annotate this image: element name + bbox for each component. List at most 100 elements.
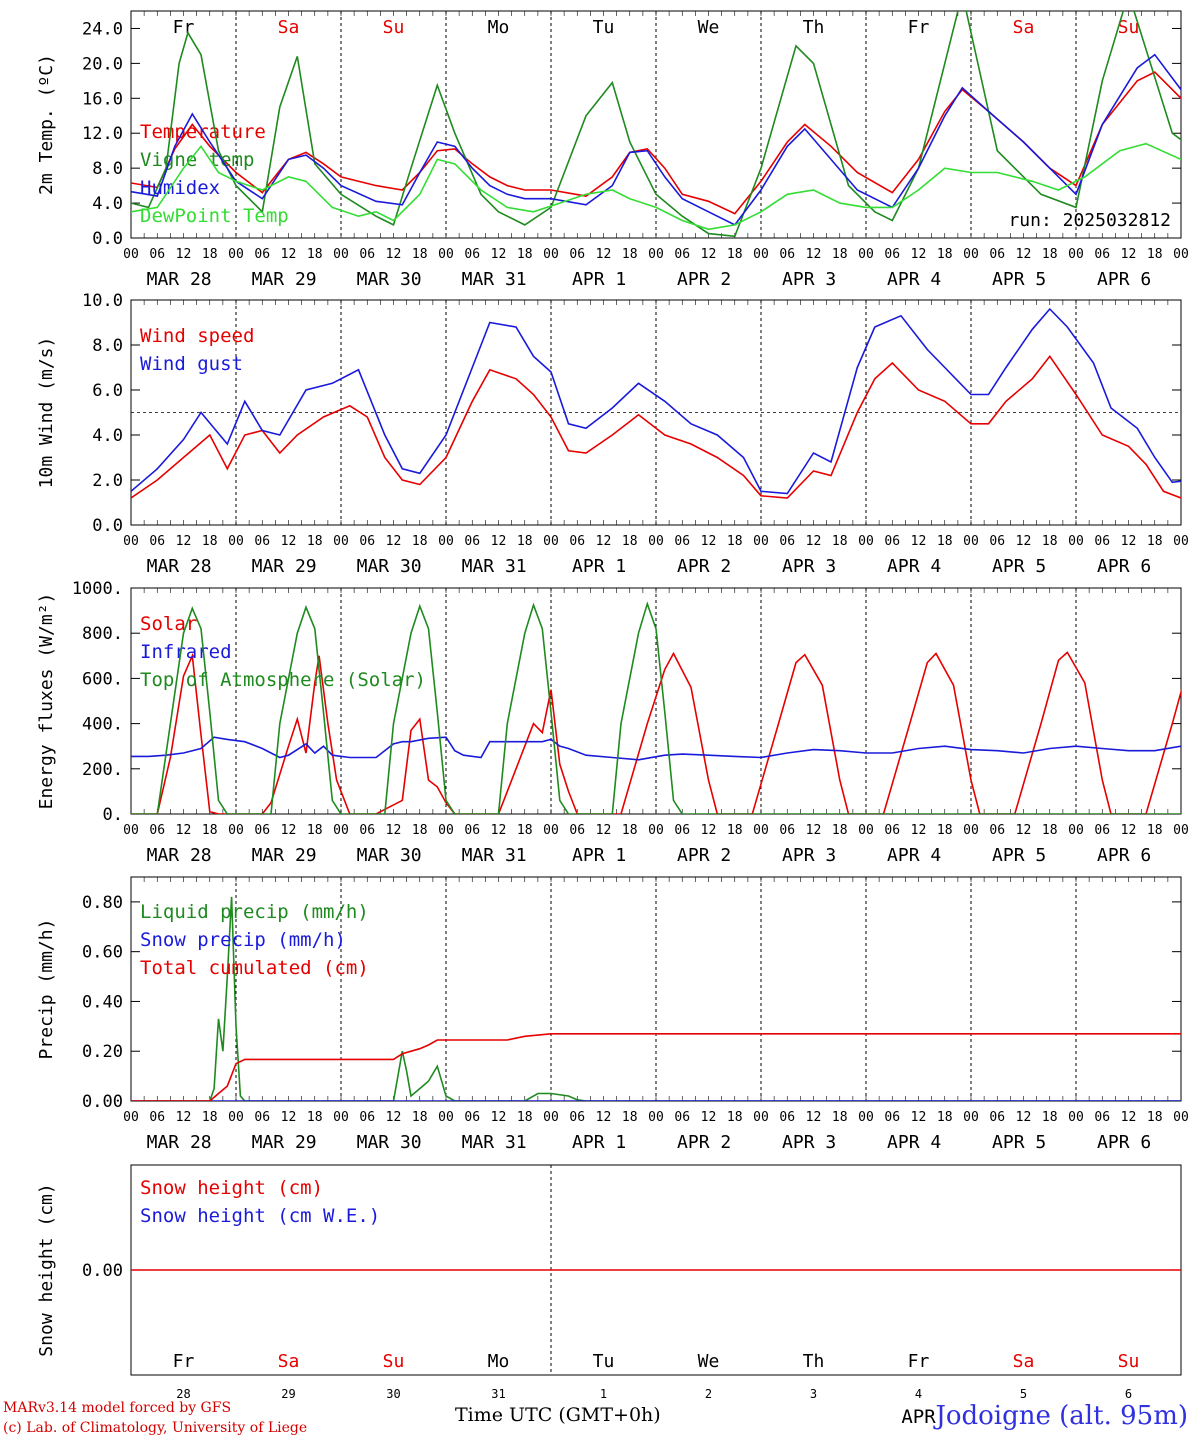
legend-total-cumulated-cm: Total cumulated (cm)	[140, 957, 369, 979]
legend-dewpoint-temp: DewPoint Temp	[140, 205, 289, 227]
hour-tick-label: 00	[123, 247, 139, 262]
station-name: Jodoigne (alt. 95m)	[935, 1401, 1188, 1431]
hour-tick-label: 00	[648, 823, 664, 838]
day-number-label: 1	[600, 1387, 607, 1401]
hour-tick-label: 06	[254, 1110, 270, 1125]
hour-tick-label: 00	[1068, 1110, 1084, 1125]
weekday-label: Su	[1118, 17, 1140, 38]
hour-tick-label: 06	[359, 247, 375, 262]
date-label: MAR 31	[462, 1132, 527, 1153]
hour-tick-label: 12	[491, 534, 507, 549]
hour-tick-label: 18	[622, 1110, 638, 1125]
hour-tick-label: 12	[1121, 1110, 1137, 1125]
hour-tick-label: 06	[1094, 534, 1110, 549]
hour-tick-label: 12	[176, 247, 192, 262]
hour-tick-label: 18	[622, 247, 638, 262]
date-label: APR 6	[1097, 269, 1151, 290]
hour-tick-label: 12	[386, 823, 402, 838]
hour-tick-label: 06	[989, 534, 1005, 549]
legend-humidex: Humidex	[140, 177, 220, 199]
hour-tick-label: 00	[543, 823, 559, 838]
hour-tick-label: 00	[858, 534, 874, 549]
date-label: APR 1	[572, 269, 626, 290]
hour-tick-label: 06	[779, 823, 795, 838]
hour-tick-label: 06	[569, 823, 585, 838]
hour-tick-label: 12	[1016, 534, 1032, 549]
weekday-label: Th	[803, 17, 825, 38]
hour-tick-label: 12	[911, 1110, 927, 1125]
hour-tick-label: 00	[858, 1110, 874, 1125]
hour-tick-label: 18	[727, 534, 743, 549]
weekday-label: We	[698, 17, 720, 38]
legend-wind-speed: Wind speed	[140, 325, 254, 347]
series-line-wind-speed	[131, 354, 1181, 499]
y-tick-label: 0.80	[82, 893, 123, 913]
hour-tick-label: 06	[779, 534, 795, 549]
hour-tick-label: 12	[1016, 1110, 1032, 1125]
hour-tick-label: 00	[1173, 823, 1189, 838]
hour-tick-label: 00	[333, 823, 349, 838]
date-label: APR 2	[677, 269, 731, 290]
hour-tick-label: 06	[464, 247, 480, 262]
series-line-total-cumulated-cm	[131, 1033, 1181, 1101]
hour-tick-label: 06	[149, 823, 165, 838]
hour-tick-label: 00	[333, 1110, 349, 1125]
legend-solar: Solar	[140, 613, 197, 635]
hour-tick-label: 00	[1068, 823, 1084, 838]
legend-snow-height-cm: Snow height (cm)	[140, 1177, 323, 1199]
y-axis-label: 10m Wind (m/s)	[36, 337, 57, 489]
day-number-label: 2	[705, 1387, 712, 1401]
date-label: APR 2	[677, 1132, 731, 1153]
hour-tick-label: 18	[727, 1110, 743, 1125]
date-label: MAR 28	[147, 556, 212, 577]
hour-tick-label: 12	[806, 1110, 822, 1125]
hour-tick-label: 12	[176, 1110, 192, 1125]
lab-credit: (c) Lab. of Climatology, University of L…	[3, 1420, 308, 1436]
hour-tick-label: 18	[727, 247, 743, 262]
hour-tick-label: 18	[1147, 247, 1163, 262]
date-label: MAR 31	[462, 845, 527, 866]
hour-tick-label: 06	[464, 823, 480, 838]
date-label: MAR 29	[252, 1132, 317, 1153]
series-line-temperature	[131, 71, 1181, 215]
series-line-liquid-precip-mm-h	[131, 896, 1181, 1101]
hour-tick-label: 12	[176, 534, 192, 549]
weekday-label: Su	[1118, 1351, 1140, 1372]
month-label: APR	[901, 1406, 936, 1428]
y-tick-label: 8.0	[92, 159, 123, 179]
hour-tick-label: 18	[937, 823, 953, 838]
weekday-label: Th	[803, 1351, 825, 1372]
hour-tick-label: 12	[701, 247, 717, 262]
date-label: APR 6	[1097, 845, 1151, 866]
hour-tick-label: 18	[517, 823, 533, 838]
hour-tick-label: 00	[333, 534, 349, 549]
date-label: MAR 30	[357, 269, 422, 290]
date-label: APR 5	[992, 269, 1046, 290]
y-tick-label: 0.00	[82, 1261, 123, 1281]
hour-tick-label: 12	[1121, 534, 1137, 549]
hour-tick-label: 12	[911, 534, 927, 549]
hour-tick-label: 18	[517, 534, 533, 549]
hour-tick-label: 00	[858, 823, 874, 838]
hour-tick-label: 12	[596, 823, 612, 838]
hour-tick-label: 18	[1042, 823, 1058, 838]
hour-tick-label: 06	[359, 823, 375, 838]
weekday-label: Fr	[908, 1351, 930, 1372]
weekday-label: Fr	[173, 1351, 195, 1372]
hour-tick-label: 00	[123, 823, 139, 838]
day-number-label: 6	[1125, 1387, 1132, 1401]
hour-tick-label: 00	[543, 1110, 559, 1125]
hour-tick-label: 06	[989, 247, 1005, 262]
y-axis-label: 2m Temp. (ºC)	[36, 54, 57, 195]
hour-tick-label: 06	[884, 247, 900, 262]
hour-tick-label: 00	[963, 1110, 979, 1125]
hour-tick-label: 06	[884, 1110, 900, 1125]
date-label: APR 4	[887, 269, 941, 290]
hour-tick-label: 00	[1068, 247, 1084, 262]
hour-tick-label: 06	[464, 534, 480, 549]
y-tick-label: 400.	[82, 715, 123, 735]
weekday-label: Fr	[908, 17, 930, 38]
hour-tick-label: 12	[911, 247, 927, 262]
y-tick-label: 16.0	[82, 89, 123, 109]
